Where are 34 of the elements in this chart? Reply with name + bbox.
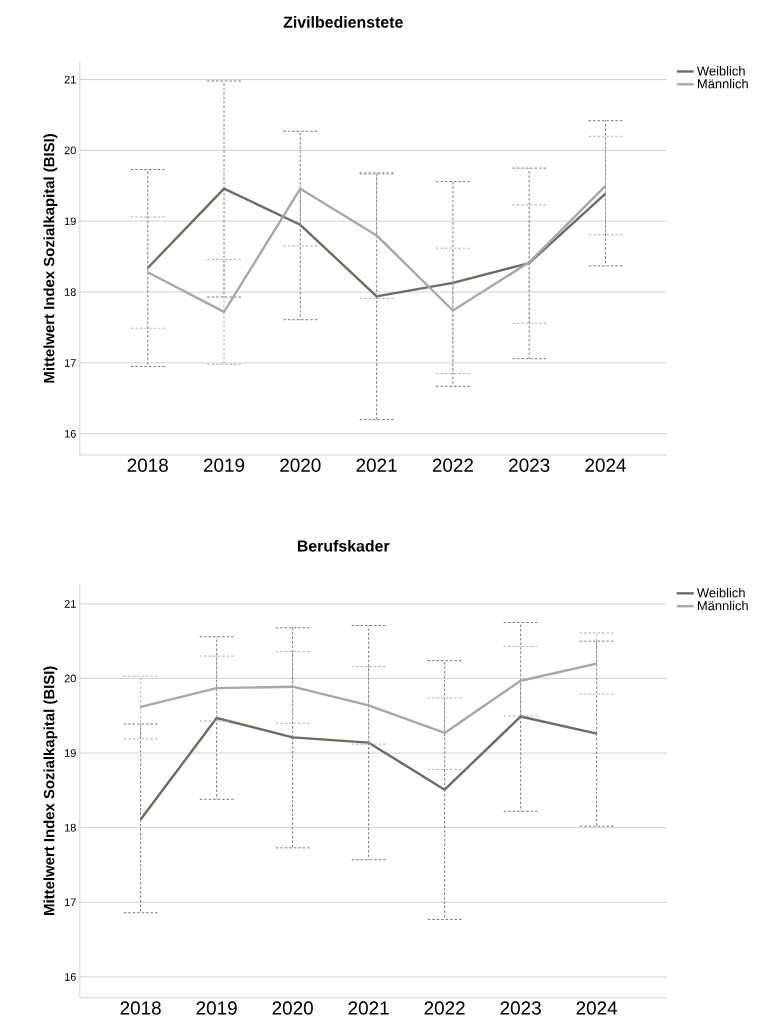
x-tick-label: 2018 xyxy=(127,458,168,472)
y-tick-label: 21 xyxy=(64,75,76,84)
legend-label: Weiblich xyxy=(696,587,745,598)
legend-label: Männlich xyxy=(697,78,748,89)
x-tick-label: 2020 xyxy=(272,1001,313,1015)
y-tick-label: 20 xyxy=(64,146,76,155)
x-tick-label: 2023 xyxy=(500,1001,541,1015)
y-tick-label: 20 xyxy=(64,674,76,683)
legend-label: Weiblich xyxy=(696,66,745,76)
x-tick-label: 2020 xyxy=(280,458,321,472)
chart-title: Zivilbedienstete xyxy=(283,16,403,28)
x-tick-label: 2023 xyxy=(509,458,550,472)
x-tick-label: 2021 xyxy=(348,1001,389,1015)
y-tick-label: 16 xyxy=(64,973,76,981)
x-tick-label: 2019 xyxy=(196,1001,237,1015)
legend-label: Männlich xyxy=(697,600,748,611)
x-tick-label: 2022 xyxy=(432,458,473,472)
y-tick-label: 17 xyxy=(64,898,76,907)
y-tick-label: 19 xyxy=(64,217,76,226)
x-tick-label: 2019 xyxy=(203,458,244,472)
x-tick-label: 2024 xyxy=(576,1001,617,1015)
x-tick-label: 2018 xyxy=(120,1001,161,1015)
y-tick-label: 18 xyxy=(64,288,76,296)
chart-title: Berufskader xyxy=(297,539,390,552)
y-tick-label: 16 xyxy=(64,429,76,438)
y-tick-label: 19 xyxy=(64,749,76,757)
y-tick-label: 17 xyxy=(64,359,76,367)
y-axis-title: Mittelwert Index Sozialkapital (BISI) xyxy=(43,134,58,383)
y-tick-label: 21 xyxy=(64,600,76,608)
x-tick-label: 2021 xyxy=(356,458,397,472)
x-tick-label: 2022 xyxy=(424,1001,465,1015)
y-tick-label: 18 xyxy=(64,823,76,832)
y-axis-title: Mittelwert Index Sozialkapital (BISI) xyxy=(43,666,58,915)
x-tick-label: 2024 xyxy=(585,458,626,472)
